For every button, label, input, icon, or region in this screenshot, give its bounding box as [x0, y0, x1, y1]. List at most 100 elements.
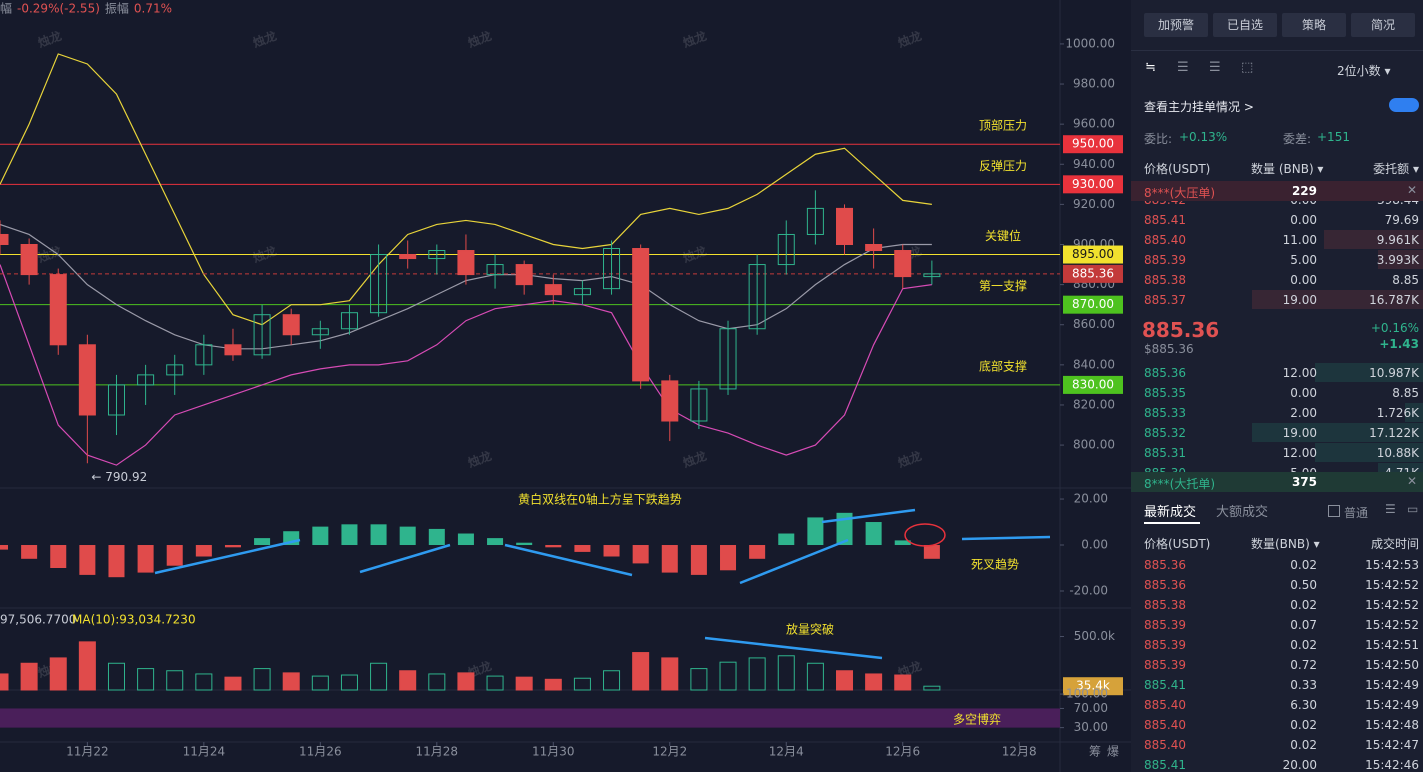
macd-bar [632, 545, 649, 564]
big-bid-bar [1131, 472, 1423, 492]
trade-qty: 0.72 [1290, 658, 1317, 672]
volume-bar [835, 670, 854, 691]
side-panel: 加预警 已自选 策略 简况 ≒ ☰ ☰ ⬚ 2位小数 ▾ 查看主力挂单情况 > 委比: +0.13% 委… [1131, 0, 1423, 772]
y-tick-label: 960.00 [1073, 117, 1115, 131]
book-row-c0: 885.36 [1144, 366, 1186, 380]
last-price: 885.36 [1142, 318, 1220, 342]
trade-price: 885.40 [1144, 718, 1186, 732]
candle-body [806, 207, 824, 235]
volume-bar [340, 674, 358, 691]
volume-bar [166, 670, 184, 691]
trade-price: 885.41 [1144, 758, 1186, 772]
volume-bar [137, 668, 155, 691]
trade-time: 15:42:52 [1365, 578, 1419, 592]
tab[interactable]: 大额成交 [1216, 505, 1269, 520]
checkbox[interactable] [1328, 505, 1340, 517]
level-note: 第一支撑 [979, 278, 1027, 293]
volume-bar [603, 670, 621, 691]
trade-qty: 0.50 [1290, 578, 1317, 592]
macd-bar [516, 542, 533, 546]
volume-bar [777, 655, 795, 691]
ratio-label: 委比: [1144, 132, 1173, 146]
ma10-label: MA(10):93,034.7230 [72, 613, 196, 627]
trade-qty: 20.00 [1282, 758, 1317, 772]
book-row-c0: 885.39 [1144, 253, 1186, 267]
macd-bar [21, 545, 38, 559]
trade-time: 15:42:50 [1365, 658, 1419, 672]
toggle[interactable] [1389, 98, 1419, 112]
macd-bar [836, 512, 853, 546]
panel-button[interactable]: 简况 [1351, 13, 1415, 37]
tab[interactable]: 最新成交 [1144, 505, 1197, 520]
macd-bar [399, 526, 416, 546]
trade-qty: 0.33 [1290, 678, 1317, 692]
trade-time: 15:42:53 [1365, 558, 1419, 572]
trade-time: 15:42:46 [1365, 758, 1419, 772]
current-price-tag [1063, 264, 1123, 283]
last-chg: +1.43 [1379, 337, 1419, 351]
trade-price: 885.40 [1144, 738, 1186, 752]
macd-bar [865, 522, 882, 546]
candle-body [166, 364, 184, 376]
depth-bar [1378, 250, 1423, 269]
candle-body [603, 248, 621, 290]
volume-bar [865, 673, 883, 691]
volume-bar [515, 676, 533, 691]
panel-button[interactable]: 已自选 [1213, 13, 1277, 37]
book-row-c2: 16.787K [1369, 293, 1419, 307]
header-stat: 幅 [0, 1, 12, 16]
big-bid-label: 8***(大托单) [1144, 477, 1215, 491]
chart: 烛龙烛龙烛龙烛龙烛龙烛龙烛龙烛龙烛龙烛龙烛龙烛龙烛龙烛龙烛龙幅-0.29%(-2… [0, 0, 1131, 772]
book-row-c2: 3.993K [1376, 253, 1419, 267]
volume-bar [573, 677, 591, 691]
level-tag [1063, 295, 1123, 314]
trade-qty: 0.02 [1290, 638, 1317, 652]
trade-qty: 0.02 [1290, 558, 1317, 572]
macd-bar [79, 545, 96, 575]
book-row-c1: 0.00 [1290, 386, 1317, 400]
level-tag [1063, 245, 1123, 264]
level-note: 反弹压力 [979, 159, 1027, 173]
book-row-c1: 5.00 [1290, 253, 1317, 267]
trade-qty: 0.02 [1290, 718, 1317, 732]
level-label: 870.00 [1072, 297, 1114, 311]
volume-current: 35.4k [1076, 679, 1110, 693]
volume-bar [486, 675, 504, 691]
level-label: 950.00 [1072, 137, 1114, 151]
macd-bar [778, 533, 795, 546]
candle-body [224, 344, 242, 356]
book-row-c1: 11.00 [1282, 233, 1317, 247]
book-row-c0: 885.41 [1144, 213, 1186, 227]
macd-bar [370, 524, 387, 546]
y-tick-label: 500.0k [1074, 629, 1115, 643]
candle-body [137, 374, 155, 386]
macd-bar [457, 533, 474, 546]
panel-button[interactable]: 加预警 [1144, 13, 1208, 37]
candle-body [399, 254, 417, 260]
y-tick-label: 800.00 [1073, 438, 1115, 452]
current-price-label: 885.36 [1072, 266, 1114, 280]
book-row-c2: 17.122K [1369, 426, 1419, 440]
macd-bar [720, 545, 737, 571]
y-tick-label: 100.00 [1066, 687, 1108, 701]
y-tick-label: 840.00 [1073, 357, 1115, 371]
view-icon: ☰ [1177, 60, 1189, 75]
book-row-c2: 8.85 [1392, 386, 1419, 400]
band-line [0, 53, 932, 326]
x-tick-label: 11月30 [532, 745, 575, 759]
trade-price: 885.39 [1144, 618, 1186, 632]
decimals: 2位小数 ▾ [1337, 64, 1391, 78]
book-row-c0: 885.33 [1144, 406, 1186, 420]
trade-header-c0: 价格(USDT) [1144, 537, 1211, 551]
macd-bar [894, 540, 911, 546]
level-note: 顶部压力 [979, 118, 1027, 133]
macd-bar [428, 528, 445, 546]
book-row-c0: 885.40 [1144, 233, 1186, 247]
trade-price: 885.39 [1144, 658, 1186, 672]
candle-body [923, 273, 941, 278]
panel-button[interactable]: 策略 [1282, 13, 1346, 37]
book-header-c1: 数量 (BNB) ▾ [1251, 162, 1324, 176]
book-row-c2: 9.961K [1376, 233, 1419, 247]
trade-price: 885.40 [1144, 698, 1186, 712]
y-tick-label: -20.00 [1069, 583, 1108, 597]
